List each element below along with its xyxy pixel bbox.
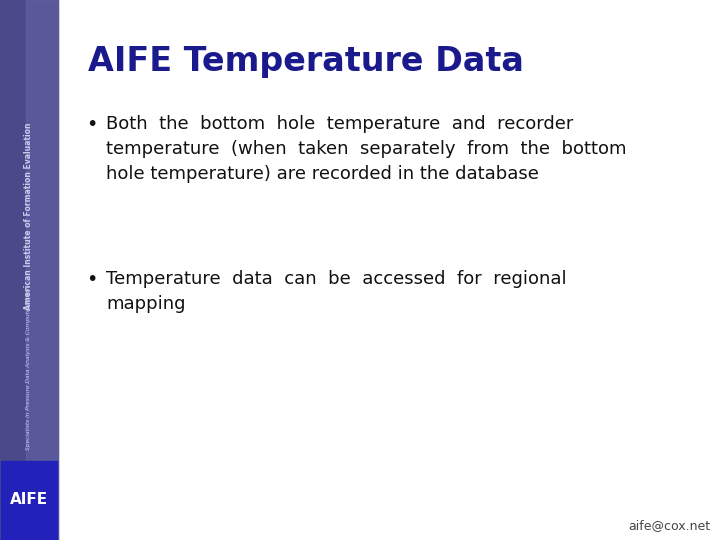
Bar	[0, 0, 58, 540]
Text: Temperature  data  can  be  accessed  for  regional
mapping: Temperature data can be accessed for reg…	[106, 270, 567, 313]
Text: •: •	[86, 270, 97, 289]
Bar	[1, 461, 57, 539]
Text: AIFE: AIFE	[10, 492, 48, 508]
Text: aife@cox.net: aife@cox.net	[628, 519, 710, 532]
Text: AIFE Temperature Data: AIFE Temperature Data	[88, 45, 524, 78]
Bar	[26, 0, 58, 540]
Text: •: •	[86, 115, 97, 134]
Text: American Institute of Formation Evaluation: American Institute of Formation Evaluati…	[24, 122, 34, 310]
Text: Specialists in Pressure Data Analysis & Computerization: Specialists in Pressure Data Analysis & …	[27, 285, 32, 449]
Text: Both  the  bottom  hole  temperature  and  recorder
temperature  (when  taken  s: Both the bottom hole temperature and rec…	[106, 115, 626, 183]
